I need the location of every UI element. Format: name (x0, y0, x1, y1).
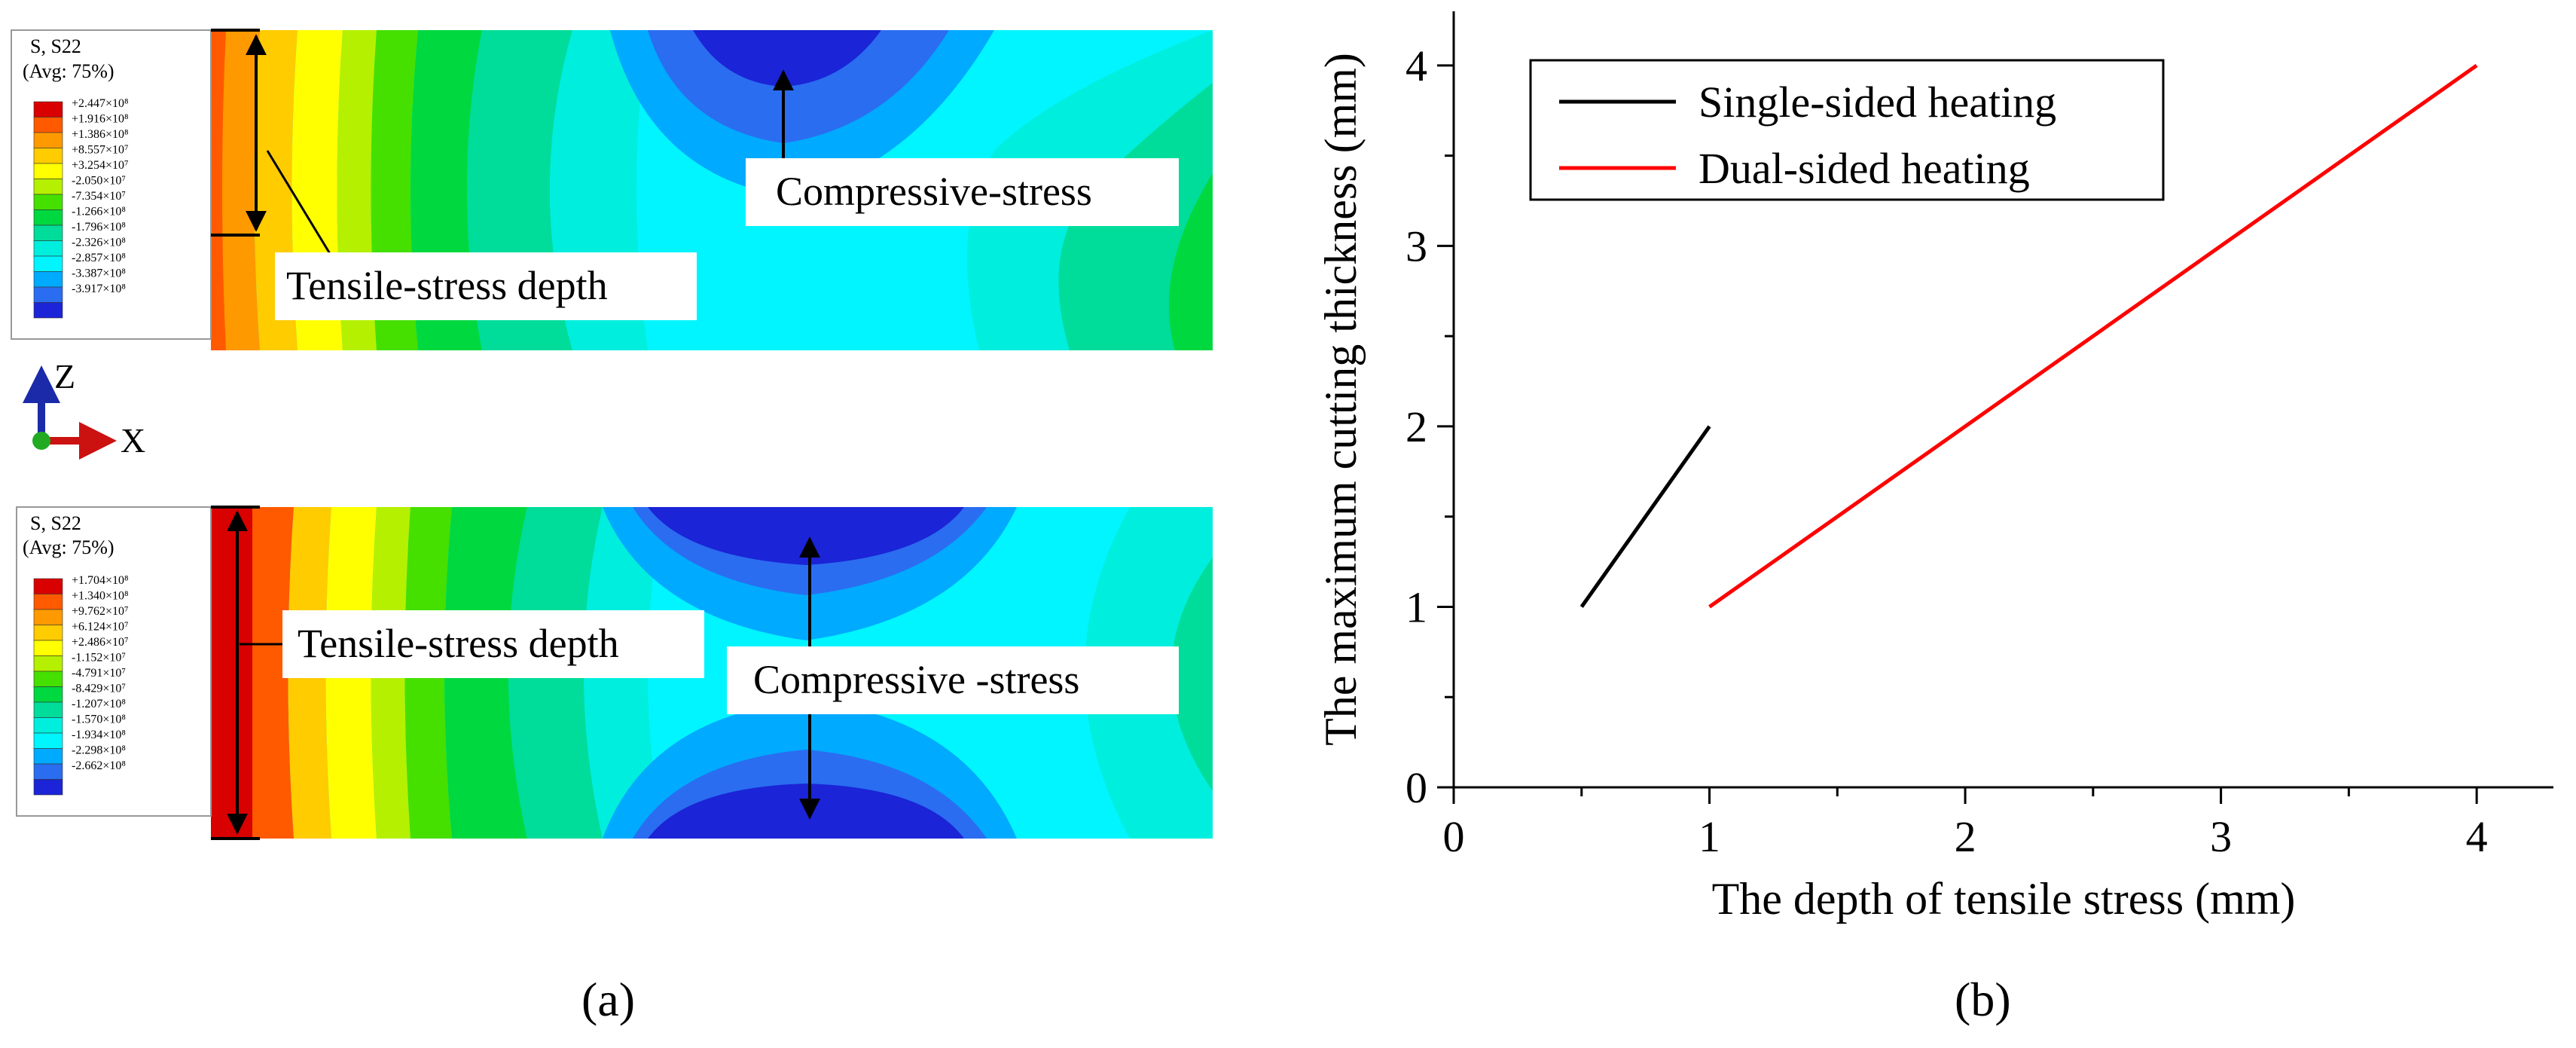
y-tick-label: 0 (1406, 763, 1427, 812)
legend-bottom-value: +1.340×10⁸ (72, 590, 129, 603)
tensile-label-bottom: Tensile-stress depth (298, 621, 619, 666)
panel-b-label: (b) (1955, 973, 2011, 1026)
chart-legend-box (1529, 59, 2165, 201)
legend-top: S, S22 (Avg: 75%) +2.447×10⁸ +1.916×10⁸ +1… (11, 29, 212, 340)
legend-top-value: +1.386×10⁸ (72, 128, 129, 141)
y-tick-label: 4 (1406, 41, 1427, 90)
x-axis-label: X (121, 421, 145, 460)
legend-bottom-value: -4.791×10⁷ (72, 667, 126, 680)
y-tick-label: 1 (1406, 582, 1427, 631)
legend-top-value: -3.917×10⁸ (72, 283, 126, 295)
legend-top-swatch (33, 255, 63, 272)
legend-top-swatch (33, 194, 63, 210)
legend-top-swatch (33, 101, 63, 118)
tensile-depth-top-leader (266, 150, 333, 257)
legend-bottom-value: -1.570×10⁸ (72, 713, 126, 726)
legend-bottom-swatch (33, 701, 63, 718)
compressive-label-top-box (746, 158, 1179, 226)
legend-bottom-value: -2.298×10⁸ (72, 744, 126, 757)
legend-top-swatch (33, 179, 63, 195)
x-tick-label: 3 (2210, 812, 2232, 861)
panel-a-label: (a) (581, 973, 635, 1026)
legend-top-swatch (33, 286, 63, 303)
legend-top-swatch (33, 148, 63, 164)
legend-bottom-swatch (33, 625, 63, 641)
y-tick-label: 3 (1406, 222, 1427, 270)
legend-bottom-swatch (33, 763, 63, 780)
legend-bottom-swatch (33, 686, 63, 703)
legend-bottom-value: +9.762×10⁷ (72, 605, 129, 618)
tensile-label-top-box (275, 252, 697, 320)
compressive-label-top: Compressive-stress (776, 169, 1092, 214)
legend-top-swatch (33, 302, 63, 319)
compressive-label-bottom: Compressive -stress (753, 657, 1079, 702)
legend-bottom-value: +1.704×10⁸ (72, 574, 129, 587)
legend-top-value: -2.050×10⁷ (72, 175, 126, 188)
legend-bottom-swatch (33, 640, 63, 656)
legend-bottom-value: -1.934×10⁸ (72, 729, 126, 741)
chart-legend: Single-sided heating Dual-sided heating (1529, 59, 2165, 201)
x-tick-label: 1 (1699, 812, 1720, 861)
legend-bottom-value: -1.207×10⁸ (72, 698, 126, 710)
legend-top-value: +8.557×10⁷ (72, 144, 129, 157)
legend-bottom-value: +2.486×10⁷ (72, 636, 129, 649)
legend-top-value: +3.254×10⁷ (72, 159, 129, 172)
x-tick-label: 2 (1955, 812, 1976, 861)
legend-bottom-value: -8.429×10⁷ (72, 683, 126, 695)
legend-top-title: S, S22 (30, 35, 81, 57)
series-line-dual-sided (1708, 63, 2478, 609)
legend-bottom-swatch (33, 748, 63, 765)
legend-bottom: S, S22 (Avg: 75%) +1.704×10⁸ +1.340×10⁸ +9… (16, 506, 212, 817)
legend-bottom-swatch (33, 655, 63, 672)
tensile-label-top: Tensile-stress depth (286, 263, 608, 308)
legend-top-value: -1.796×10⁸ (72, 221, 126, 234)
legend-top-value: -2.326×10⁸ (72, 237, 126, 249)
legend-top-swatch (33, 209, 63, 226)
legend-top-value: -1.266×10⁸ (72, 206, 126, 218)
legend-top-swatch (33, 132, 63, 148)
legend-top-avg: (Avg: 75%) (23, 60, 114, 82)
axis-triad: Z X (22, 357, 145, 460)
legend-top-value: -3.387×10⁸ (72, 267, 126, 280)
legend-top-swatch (33, 225, 63, 241)
legend-bottom-swatch (33, 594, 63, 610)
legend-top-value: +1.916×10⁸ (72, 113, 129, 126)
legend-top-swatch (33, 117, 63, 133)
legend-bottom-swatch (33, 578, 63, 594)
legend-top-value: +2.447×10⁸ (72, 97, 129, 110)
legend-bottom-value: -2.662×10⁸ (72, 759, 126, 772)
legend-bottom-swatch (33, 717, 63, 734)
line-chart: 0 1 2 3 4 0 1 2 3 4 The depth of tensile stress … (1316, 11, 2553, 924)
legend-top-value: -7.354×10⁷ (72, 190, 126, 203)
x-axis-title: The depth of tensile stress (mm) (1712, 874, 2296, 924)
y-axis-title: The maximum cutting thickness (mm) (1316, 53, 1366, 746)
x-tick-label: 0 (1443, 812, 1465, 861)
legend-label-single-sided: Single-sided heating (1699, 78, 2056, 127)
legend-bottom-swatch (33, 671, 63, 687)
legend-top-swatch (33, 240, 63, 257)
legend-bottom-swatch (33, 609, 63, 625)
legend-top-swatch (33, 271, 63, 288)
legend-bottom-value: +6.124×10⁷ (72, 621, 129, 634)
compressive-label-bottom-box (727, 646, 1179, 714)
legend-top-value: -2.857×10⁸ (72, 252, 126, 264)
legend-bottom-swatch (33, 732, 63, 749)
series-line-single-sided (1579, 425, 1711, 608)
legend-bottom-value: -1.152×10⁷ (72, 652, 126, 665)
y-tick-label: 2 (1406, 402, 1427, 451)
x-tick-label: 4 (2466, 812, 2488, 861)
legend-label-dual-sided: Dual-sided heating (1699, 144, 2030, 193)
legend-bottom-avg: (Avg: 75%) (23, 536, 114, 558)
origin-dot (32, 432, 50, 450)
legend-bottom-title: S, S22 (30, 512, 81, 534)
legend-bottom-swatch (33, 779, 63, 796)
tensile-label-bottom-box (282, 610, 704, 678)
legend-top-swatch (33, 163, 63, 179)
z-axis-label: Z (54, 357, 75, 396)
